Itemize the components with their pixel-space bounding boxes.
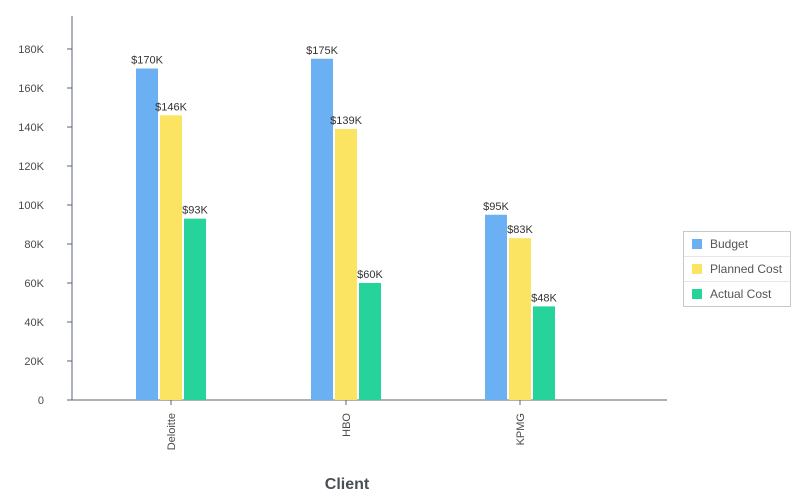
x-axis-title: Client — [325, 476, 370, 493]
y-tick-label: 180K — [18, 44, 44, 56]
bar-hbo-actual-cost — [359, 283, 381, 400]
y-tick-label: 160K — [18, 83, 44, 95]
legend-label: Budget — [710, 237, 749, 251]
y-tick-label: 20K — [24, 356, 44, 368]
y-tick-label: 100K — [18, 200, 44, 212]
bar-deloitte-planned-cost — [160, 115, 182, 401]
x-category-label: KPMG — [515, 413, 527, 445]
bar-value-label: $175K — [306, 45, 338, 57]
bar-value-label: $93K — [182, 205, 208, 217]
bar-value-label: $83K — [507, 224, 533, 236]
legend-swatch — [692, 239, 702, 249]
bar-value-label: $95K — [483, 201, 509, 213]
y-tick-label: 60K — [24, 278, 44, 290]
bar-kpmg-actual-cost — [533, 306, 555, 400]
bar-kpmg-budget — [485, 214, 507, 400]
legend-item-actual-cost[interactable]: Actual Cost — [684, 282, 790, 306]
bars — [136, 58, 555, 401]
x-axis: Deloitte HBO KPMG — [72, 399, 667, 450]
y-tick-label: 120K — [18, 161, 44, 173]
legend-swatch — [692, 264, 702, 274]
legend-label: Planned Cost — [710, 262, 783, 276]
legend: Budget Planned Cost Actual Cost — [683, 231, 791, 307]
bar-deloitte-budget — [136, 68, 158, 400]
bar-deloitte-actual-cost — [184, 218, 206, 400]
legend-item-budget[interactable]: Budget — [684, 232, 790, 257]
bar-value-label: $60K — [357, 269, 383, 281]
bar-value-label: $170K — [131, 55, 163, 67]
y-tick-label: 80K — [24, 239, 44, 251]
y-tick-label: 40K — [24, 317, 44, 329]
bar-hbo-planned-cost — [335, 128, 357, 400]
legend-item-planned-cost[interactable]: Planned Cost — [684, 257, 790, 282]
bar-value-label: $146K — [155, 101, 187, 113]
data-labels: $170K $146K $93K $175K $139K $60K $95K $83K $48K — [131, 45, 557, 305]
y-tick-label: 0 — [38, 395, 44, 407]
x-category-label: HBO — [341, 413, 353, 437]
x-category-label: Deloitte — [166, 413, 178, 450]
bar-kpmg-planned-cost — [509, 238, 531, 400]
legend-label: Actual Cost — [710, 287, 772, 301]
bar-hbo-budget — [311, 58, 333, 400]
bar-value-label: $139K — [330, 115, 362, 127]
y-tick-label: 140K — [18, 122, 44, 134]
y-axis: 0 20K 40K 60K 80K 100K 120K 140K 160K 180K — [18, 16, 73, 407]
bar-value-label: $48K — [531, 292, 557, 304]
legend-swatch — [692, 289, 702, 299]
